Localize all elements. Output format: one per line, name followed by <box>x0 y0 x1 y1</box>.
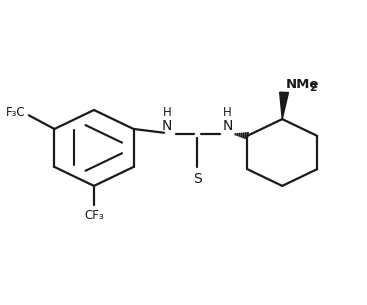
Text: NMe: NMe <box>286 78 319 91</box>
Text: H: H <box>223 106 232 119</box>
Text: N: N <box>222 119 233 133</box>
Polygon shape <box>280 92 288 119</box>
Text: 2: 2 <box>309 83 316 93</box>
Text: S: S <box>193 172 202 186</box>
Text: F₃C: F₃C <box>6 106 26 119</box>
Text: N: N <box>162 119 172 133</box>
Text: H: H <box>163 106 171 119</box>
Text: CF₃: CF₃ <box>84 209 104 222</box>
